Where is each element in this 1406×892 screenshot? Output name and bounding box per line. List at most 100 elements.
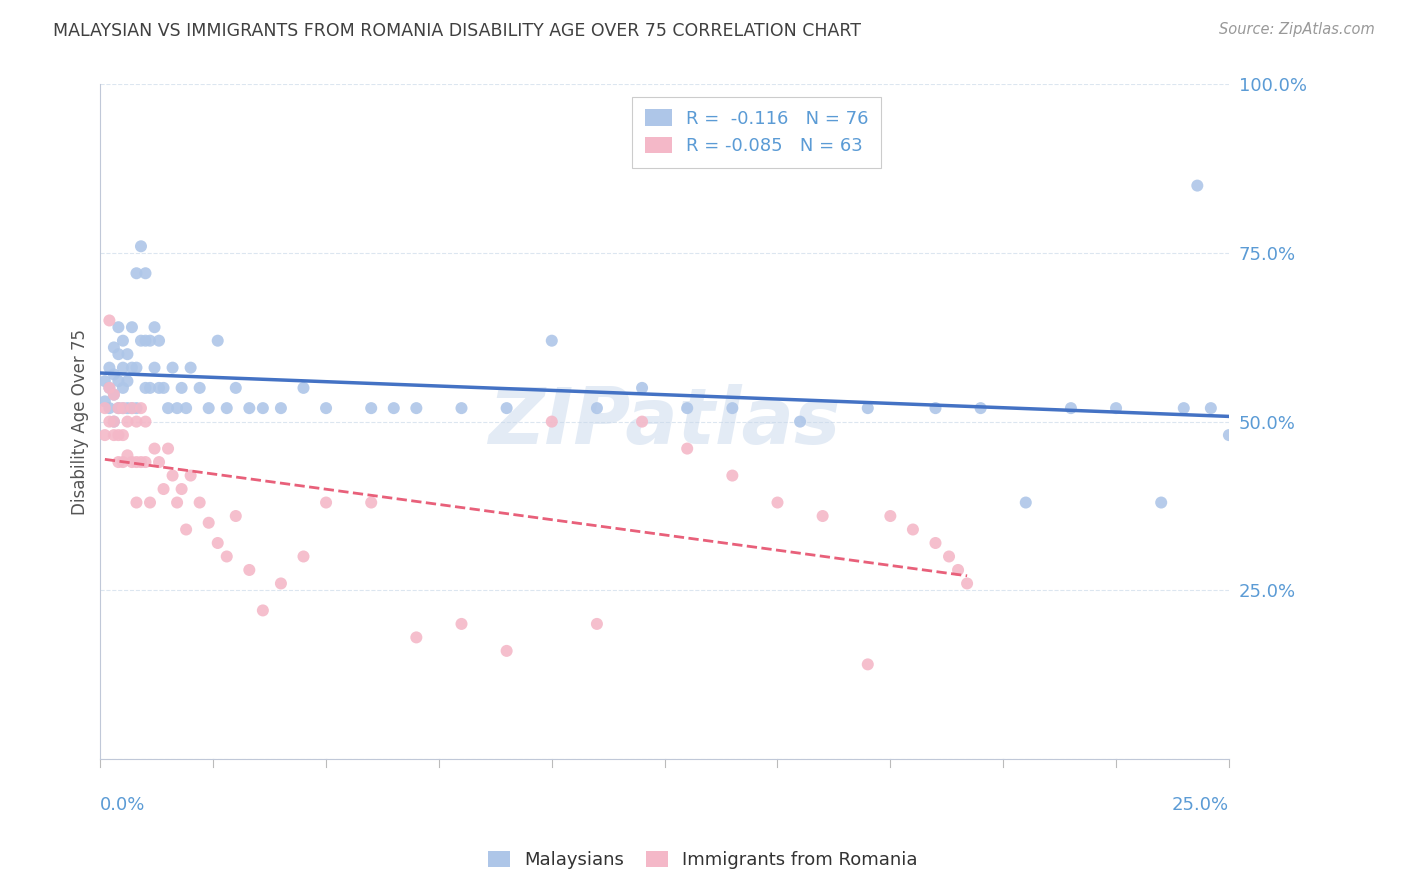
Point [148, 381, 170, 395]
Point [148, 334, 170, 348]
Point [540, 415, 562, 429]
Point [450, 616, 472, 631]
Point [225, 381, 247, 395]
Point [1199, 401, 1222, 416]
Point [1187, 178, 1209, 193]
Point [125, 401, 148, 416]
Point [405, 401, 427, 416]
Point [938, 549, 960, 564]
Text: MALAYSIAN VS IMMIGRANTS FROM ROMANIA DISABILITY AGE OVER 75 CORRELATION CHART: MALAYSIAN VS IMMIGRANTS FROM ROMANIA DIS… [53, 22, 862, 40]
Point [125, 495, 148, 509]
Point [170, 381, 193, 395]
Point [270, 401, 292, 416]
Point [111, 360, 134, 375]
Point [856, 657, 879, 672]
Point [586, 401, 609, 416]
Point [148, 455, 170, 469]
Point [98, 415, 121, 429]
Point [1105, 401, 1128, 416]
Point [121, 401, 143, 416]
Point [188, 381, 211, 395]
Point [1218, 428, 1240, 442]
Text: Source: ZipAtlas.com: Source: ZipAtlas.com [1219, 22, 1375, 37]
Point [107, 401, 129, 416]
Point [170, 482, 193, 496]
Point [111, 401, 134, 416]
Point [103, 428, 125, 442]
Point [789, 415, 811, 429]
Point [134, 415, 156, 429]
Point [360, 401, 382, 416]
Point [134, 334, 156, 348]
Point [111, 401, 134, 416]
Point [134, 381, 156, 395]
Point [238, 401, 260, 416]
Point [721, 401, 744, 416]
Point [103, 415, 125, 429]
Point [94, 394, 117, 409]
Point [107, 374, 129, 388]
Point [125, 360, 148, 375]
Point [215, 401, 238, 416]
Point [180, 360, 202, 375]
Point [252, 401, 274, 416]
Point [103, 368, 125, 382]
Point [162, 360, 184, 375]
Point [94, 428, 117, 442]
Point [129, 334, 152, 348]
Point [586, 616, 609, 631]
Point [631, 415, 654, 429]
Point [111, 428, 134, 442]
Point [631, 381, 654, 395]
Point [315, 495, 337, 509]
Point [1060, 401, 1083, 416]
Point [1150, 495, 1173, 509]
Legend: R =  -0.116   N = 76, R = -0.085   N = 63: R = -0.116 N = 76, R = -0.085 N = 63 [633, 97, 882, 168]
Point [117, 448, 139, 462]
Point [495, 644, 517, 658]
Point [856, 401, 879, 416]
Point [134, 266, 156, 280]
Point [162, 468, 184, 483]
Point [111, 381, 134, 395]
Point [676, 401, 699, 416]
Point [143, 360, 166, 375]
Point [811, 508, 834, 523]
Point [180, 468, 202, 483]
Point [174, 401, 197, 416]
Point [495, 401, 517, 416]
Point [721, 468, 744, 483]
Point [98, 313, 121, 327]
Point [111, 334, 134, 348]
Point [129, 455, 152, 469]
Point [405, 631, 427, 645]
Point [360, 495, 382, 509]
Point [125, 415, 148, 429]
Point [207, 334, 229, 348]
Point [166, 401, 188, 416]
Point [188, 495, 211, 509]
Point [107, 320, 129, 334]
Point [103, 387, 125, 401]
Point [946, 563, 969, 577]
Point [766, 495, 789, 509]
Point [450, 401, 472, 416]
Point [94, 401, 117, 416]
Point [152, 381, 174, 395]
Point [540, 334, 562, 348]
Point [125, 455, 148, 469]
Point [157, 442, 180, 456]
Point [107, 347, 129, 361]
Point [121, 455, 143, 469]
Point [382, 401, 405, 416]
Point [901, 523, 924, 537]
Point [197, 401, 219, 416]
Point [117, 374, 139, 388]
Point [143, 320, 166, 334]
Point [121, 360, 143, 375]
Point [98, 381, 121, 395]
Point [270, 576, 292, 591]
Point [121, 401, 143, 416]
Point [117, 401, 139, 416]
Point [238, 563, 260, 577]
